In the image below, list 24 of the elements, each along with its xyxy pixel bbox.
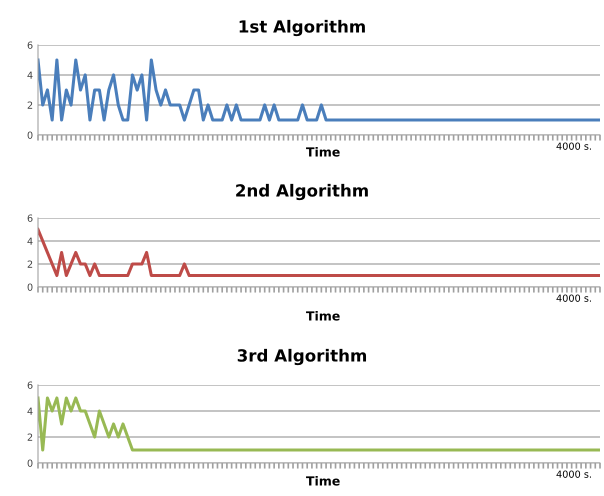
line-series (38, 58, 600, 122)
y-tick-label: 0 (28, 459, 32, 467)
chart-title: 3rd Algorithm (238, 348, 366, 366)
y-tick-label: 6 (28, 214, 33, 222)
text: 4000 s. (556, 294, 591, 302)
y-tick-label: 4 (27, 72, 33, 79)
y-tick-label: 2 (28, 260, 32, 268)
line-series (38, 228, 600, 278)
text: 4000 s. (556, 142, 591, 150)
chart-title: 2nd Algorithm (236, 184, 368, 200)
y-tick-label: 6 (28, 41, 33, 49)
y-tick-label: 4 (27, 408, 33, 415)
chart-title: 1st Algorithm (240, 20, 365, 36)
y-tick-label: 2 (28, 101, 32, 109)
y-tick-label: 0 (28, 283, 32, 291)
x-axis-title: Time (306, 476, 340, 486)
x-axis-title: Time (306, 310, 340, 321)
y-tick-label: 0 (28, 131, 32, 139)
x-axis-title: Time (306, 146, 340, 157)
y-tick-label: 6 (28, 381, 33, 389)
line-series (38, 396, 600, 452)
y-tick-label: 4 (27, 238, 33, 245)
text: 4000 s. (556, 470, 591, 478)
y-tick-label: 2 (28, 433, 32, 441)
